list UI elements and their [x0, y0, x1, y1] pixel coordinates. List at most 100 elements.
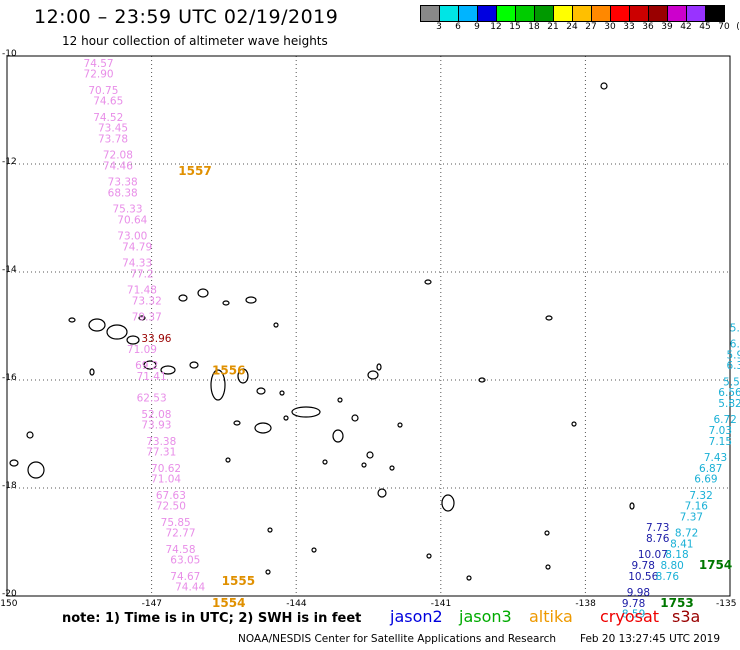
wave-height-label: 74.52 [93, 112, 123, 124]
island-outline [366, 451, 374, 459]
map-gridlines [7, 56, 730, 596]
island-outline [197, 288, 209, 298]
color-scale-label: 45 [699, 22, 711, 32]
credit-text: NOAA/NESDIS Center for Satellite Applica… [238, 633, 556, 645]
wave-height-label: 74.67 [170, 571, 200, 583]
wave-height-label: 10.07 [638, 549, 668, 561]
wave-height-label: 77.2 [130, 268, 153, 280]
color-scale-label: 27 [585, 22, 597, 32]
island-outline [279, 390, 285, 396]
color-scale-swatch [629, 5, 649, 22]
wave-height-label: 7.32 [689, 490, 712, 502]
wave-height-label: 10.56 [628, 571, 658, 583]
generated-timestamp: Feb 20 13:27:45 UTC 2019 [580, 633, 720, 645]
wave-height-label: 75.33 [112, 204, 142, 216]
island-outline [629, 502, 635, 510]
wave-height-label: 8.76 [646, 533, 670, 545]
island-outline [233, 420, 241, 426]
wave-height-label: 33.96 [141, 333, 171, 345]
wave-height-label: 73.45 [98, 123, 128, 135]
pass-time-label: 1753 [660, 596, 693, 610]
wave-height-label: 74.57 [84, 58, 114, 70]
pass-time-label: 1556 [212, 364, 245, 378]
island-outline [143, 360, 157, 370]
island-outline [273, 322, 279, 328]
wave-height-label: 79.37 [132, 312, 162, 324]
wave-height-label: 77.31 [146, 447, 176, 459]
color-scale-swatch [610, 5, 630, 22]
wave-height-label: 67.63 [156, 490, 186, 502]
wave-height-label: 74.33 [122, 258, 152, 270]
wave-height-label: 6.72 [713, 414, 736, 426]
wave-height-label: 6. [730, 339, 740, 351]
island-outline [377, 488, 387, 498]
color-scale-swatch [439, 5, 459, 22]
wave-height-label: 72.90 [84, 69, 114, 81]
latitude-tick-label: -10 [2, 49, 17, 59]
wave-height-label: 6.56 [718, 387, 740, 399]
island-outline [225, 457, 231, 463]
color-scale-swatch [515, 5, 535, 22]
footer-note: note: 1) Time is in UTC; 2) SWH is in fe… [62, 611, 362, 626]
wave-height-label: 72.77 [165, 528, 195, 540]
color-scale-label: 36 [642, 22, 654, 32]
island-outline [9, 459, 19, 467]
track-time-labels: 1557 1556 1555 1554 1754 1753 [178, 164, 732, 610]
island-outline [27, 461, 45, 479]
wave-height-label: 71.41 [137, 371, 167, 383]
latitude-tick-label: -20 [2, 589, 17, 599]
color-scale-swatch [477, 5, 497, 22]
island-outline [256, 387, 266, 395]
island-outline [68, 317, 76, 323]
wave-height-label: 74.79 [122, 241, 152, 253]
island-outline [311, 547, 317, 553]
island-outline [237, 368, 249, 384]
color-scale-label: 15 [509, 22, 521, 32]
island-outline [254, 422, 272, 434]
island-outline [389, 465, 395, 471]
island-outline [600, 82, 608, 90]
track-s3a: 33.96 [141, 333, 171, 345]
wave-height-label: 62.53 [137, 393, 167, 405]
legend-item-s3a: s3a [672, 607, 701, 626]
wave-height-label: 8.76 [656, 571, 680, 583]
wave-height-label: 6.69 [694, 474, 717, 486]
island-outline [106, 324, 128, 340]
wave-height-label: 8.41 [670, 538, 693, 550]
wave-height-label: 8.18 [665, 549, 688, 561]
longitude-tick-label: -144 [286, 599, 307, 609]
longitude-tick-label: -147 [141, 599, 163, 609]
island-outline [337, 397, 343, 403]
island-outline [466, 575, 472, 581]
wave-height-label: 73.38 [108, 177, 138, 189]
color-scale-swatch [496, 5, 516, 22]
island-outline [426, 553, 432, 559]
island-outline [245, 296, 257, 304]
color-scale-label: 33 [623, 22, 635, 32]
wave-height-label: 74.46 [103, 160, 133, 172]
latitude-tick-label: -16 [2, 373, 17, 383]
island-outline [544, 530, 550, 536]
color-scale-label: 70 [718, 22, 730, 32]
island-outline [441, 494, 455, 512]
wave-height-label: 7.43 [704, 452, 727, 464]
latitude-tick-label: -14 [2, 265, 17, 275]
island-outline [291, 406, 321, 418]
wave-height-label: 7.15 [709, 436, 732, 448]
wave-height-label: 72.50 [156, 501, 186, 513]
wave-height-label: 6.87 [699, 463, 722, 475]
legend-item-altika: altika [529, 607, 573, 626]
wave-height-label: 68.38 [108, 187, 138, 199]
island-outline [160, 365, 176, 375]
wave-height-label: 74.65 [93, 96, 123, 108]
island-outline [424, 279, 432, 285]
wave-height-label: 9.78 [632, 560, 655, 572]
wave-height-label: 5.82 [718, 398, 740, 410]
longitude-tick-label: -135 [716, 599, 737, 609]
wave-height-label: 9.78 [622, 598, 645, 610]
wave-height-label: 69.2 [135, 360, 158, 372]
island-outline [88, 318, 106, 332]
